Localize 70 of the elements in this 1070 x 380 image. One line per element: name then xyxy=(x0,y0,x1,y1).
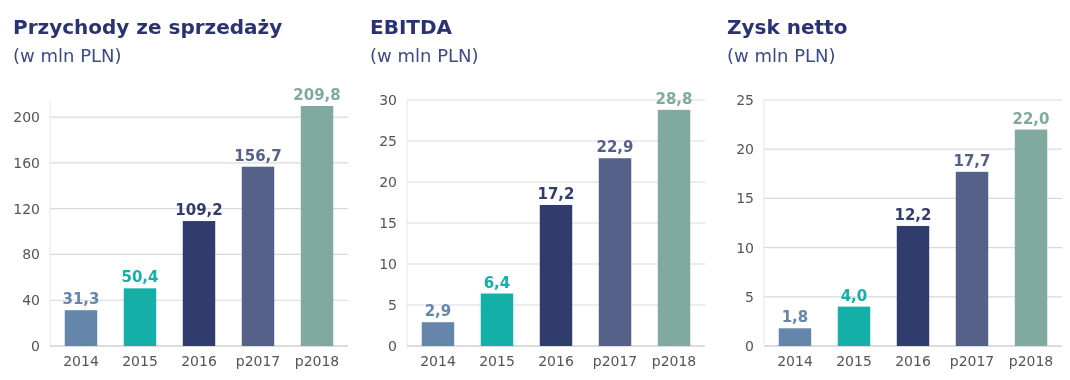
y-tick-label: 10 xyxy=(379,255,397,272)
y-tick-label: 15 xyxy=(379,214,397,231)
x-tick-label: 2015 xyxy=(836,353,872,369)
chart-title: EBITDA xyxy=(370,15,453,39)
y-tick-label: 0 xyxy=(31,337,40,354)
y-tick-label: 10 xyxy=(736,239,754,256)
y-tick-label: 5 xyxy=(745,288,754,305)
bar xyxy=(123,288,157,346)
y-tick-label: 80 xyxy=(22,246,40,263)
data-label: 209,8 xyxy=(293,85,341,104)
data-label: 1,8 xyxy=(781,308,809,327)
data-label: 2,9 xyxy=(424,302,452,321)
chart-subtitle: (w mln PLN) xyxy=(727,45,836,66)
bar xyxy=(1014,129,1048,346)
data-label: 109,2 xyxy=(175,201,223,220)
x-tick-label: p2017 xyxy=(592,353,638,369)
data-label: 22,9 xyxy=(596,138,634,157)
y-tick-label: 20 xyxy=(379,173,397,190)
data-label: 17,7 xyxy=(953,151,991,170)
bar xyxy=(64,310,98,346)
x-tick-label: 2015 xyxy=(479,353,515,369)
y-tick-label: 0 xyxy=(388,337,397,354)
y-tick-label: 15 xyxy=(736,190,754,207)
data-label: 17,2 xyxy=(537,184,575,203)
bar xyxy=(896,225,930,346)
bar xyxy=(182,221,216,346)
y-tick-label: 20 xyxy=(736,141,754,158)
y-tick-label: 0 xyxy=(745,337,754,354)
bar xyxy=(539,204,573,346)
y-tick-label: 200 xyxy=(13,109,40,126)
bar xyxy=(778,328,812,346)
chart-title: Zysk netto xyxy=(727,15,848,39)
x-tick-label: p2018 xyxy=(294,353,340,369)
bar xyxy=(598,158,632,346)
x-tick-label: 2014 xyxy=(420,353,456,369)
bar xyxy=(300,105,334,346)
x-tick-label: 2014 xyxy=(777,353,813,369)
y-tick-label: 25 xyxy=(379,132,397,149)
x-tick-label: p2017 xyxy=(235,353,281,369)
y-tick-label: 40 xyxy=(22,292,40,309)
chart-subtitle: (w mln PLN) xyxy=(370,45,479,66)
x-tick-label: p2017 xyxy=(949,353,995,369)
data-label: 28,8 xyxy=(655,89,693,108)
x-tick-label: p2018 xyxy=(1008,353,1054,369)
data-label: 4,0 xyxy=(840,286,868,305)
x-tick-label: 2016 xyxy=(895,353,931,369)
bar xyxy=(421,322,455,346)
bar xyxy=(837,306,871,346)
y-tick-label: 160 xyxy=(13,154,40,171)
bar xyxy=(480,293,514,346)
x-tick-label: p2018 xyxy=(651,353,697,369)
y-tick-label: 5 xyxy=(388,296,397,313)
y-tick-label: 25 xyxy=(736,91,754,108)
bar xyxy=(955,171,989,346)
y-tick-label: 120 xyxy=(13,200,40,217)
data-label: 31,3 xyxy=(62,290,100,309)
chart-title: Przychody ze sprzedaży xyxy=(13,15,283,39)
data-label: 6,4 xyxy=(483,273,511,292)
x-tick-label: 2014 xyxy=(63,353,99,369)
data-label: 50,4 xyxy=(121,268,159,287)
bar xyxy=(241,166,275,346)
data-label: 12,2 xyxy=(894,205,932,224)
x-tick-label: 2016 xyxy=(538,353,574,369)
x-tick-label: 2016 xyxy=(181,353,217,369)
bar xyxy=(657,109,691,346)
x-tick-label: 2015 xyxy=(122,353,158,369)
data-label: 22,0 xyxy=(1012,109,1050,128)
chart-subtitle: (w mln PLN) xyxy=(13,45,122,66)
data-label: 156,7 xyxy=(234,146,282,165)
y-tick-label: 30 xyxy=(379,91,397,108)
